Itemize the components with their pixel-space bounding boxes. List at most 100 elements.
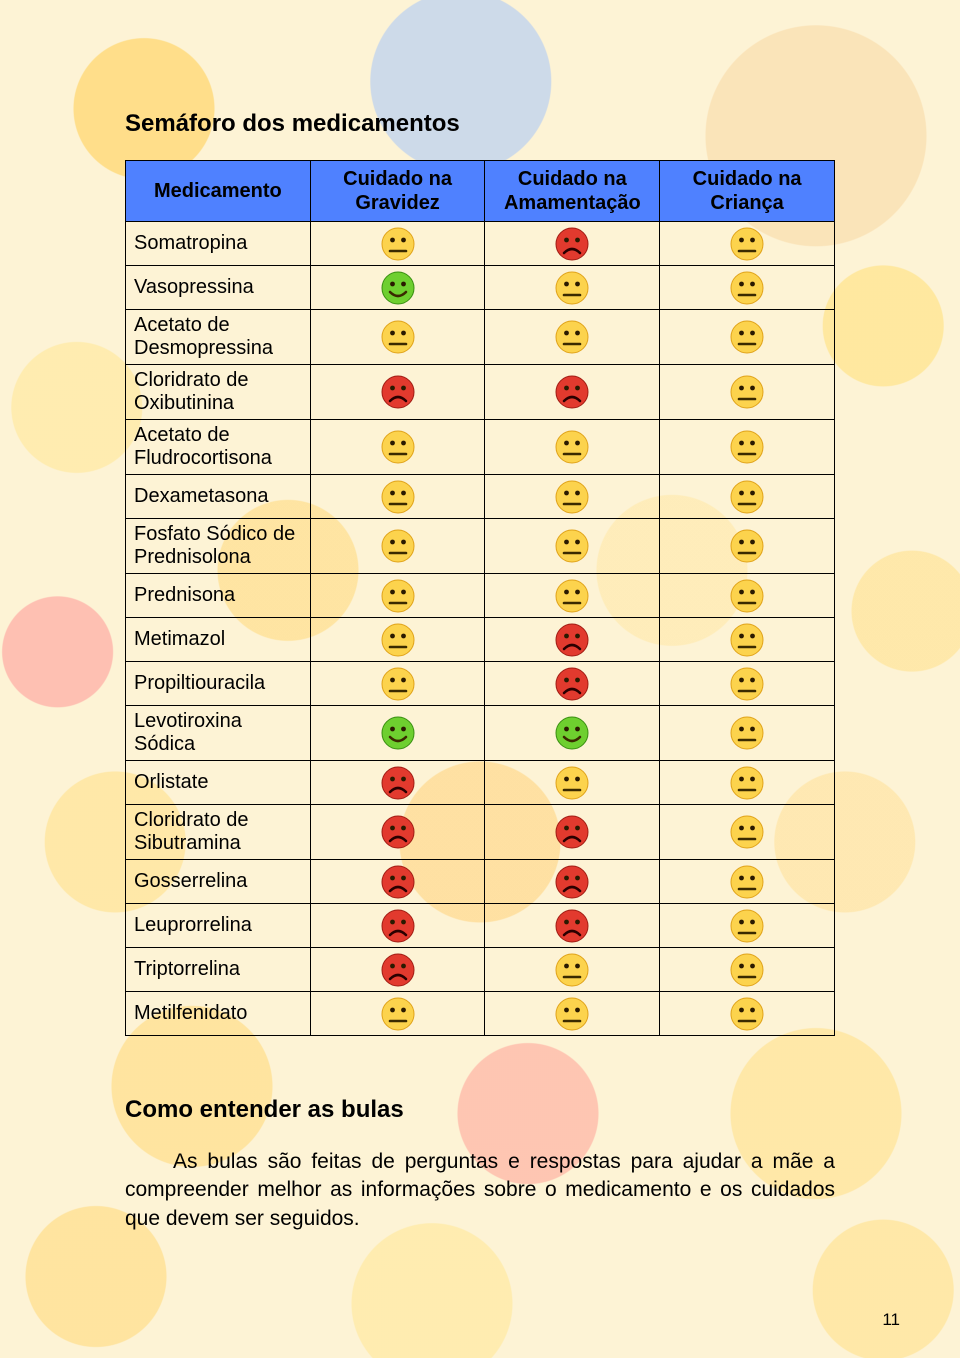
cell-amamentacao [485,222,660,266]
col-medicamento: Medicamento [126,161,311,222]
cell-amamentacao [485,618,660,662]
page-content: Semáforo dos medicamentos Medicamento Cu… [0,0,960,1293]
red-face-icon [555,667,589,701]
med-name: Orlistate [126,761,311,805]
table-row: Triptorrelina [126,948,835,992]
yellow-face-icon [555,430,589,464]
table-row: Leuprorrelina [126,904,835,948]
section-title: Semáforo dos medicamentos [125,110,835,138]
yellow-face-icon [730,766,764,800]
cell-gravidez [310,662,485,706]
cell-crianca [660,266,835,310]
cell-crianca [660,519,835,574]
cell-crianca [660,948,835,992]
yellow-face-icon [730,953,764,987]
cell-crianca [660,310,835,365]
med-name: Somatropina [126,222,311,266]
yellow-face-icon [555,271,589,305]
cell-amamentacao [485,805,660,860]
table-row: Vasopressina [126,266,835,310]
med-name: Propiltiouracila [126,662,311,706]
red-face-icon [381,766,415,800]
table-row: Metimazol [126,618,835,662]
red-face-icon [381,815,415,849]
med-name: Gosserrelina [126,860,311,904]
green-face-icon [381,271,415,305]
cell-gravidez [310,475,485,519]
cell-crianca [660,574,835,618]
yellow-face-icon [730,865,764,899]
table-row: Metilfenidato [126,992,835,1036]
yellow-face-icon [381,667,415,701]
cell-amamentacao [485,662,660,706]
cell-gravidez [310,992,485,1036]
table-row: Levotiroxina Sódica [126,706,835,761]
table-row: Cloridrato de Oxibutinina [126,365,835,420]
red-face-icon [381,375,415,409]
cell-crianca [660,761,835,805]
red-face-icon [555,909,589,943]
yellow-face-icon [381,480,415,514]
med-name: Dexametasona [126,475,311,519]
table-body: Somatropina Vasopressina [126,222,835,1036]
med-name: Cloridrato de Oxibutinina [126,365,311,420]
cell-crianca [660,992,835,1036]
red-face-icon [381,909,415,943]
table-row: Somatropina [126,222,835,266]
red-face-icon [381,953,415,987]
med-name: Triptorrelina [126,948,311,992]
cell-gravidez [310,618,485,662]
green-face-icon [555,716,589,750]
cell-gravidez [310,310,485,365]
yellow-face-icon [381,430,415,464]
yellow-face-icon [730,997,764,1031]
yellow-face-icon [381,623,415,657]
cell-amamentacao [485,860,660,904]
cell-crianca [660,904,835,948]
cell-gravidez [310,706,485,761]
red-face-icon [555,623,589,657]
cell-gravidez [310,574,485,618]
cell-amamentacao [485,761,660,805]
yellow-face-icon [730,815,764,849]
cell-gravidez [310,222,485,266]
med-name: Acetato de Desmopressina [126,310,311,365]
table-row: Prednisona [126,574,835,618]
yellow-face-icon [730,320,764,354]
red-face-icon [381,865,415,899]
yellow-face-icon [555,320,589,354]
yellow-face-icon [555,529,589,563]
med-name: Metimazol [126,618,311,662]
red-face-icon [555,865,589,899]
cell-amamentacao [485,706,660,761]
yellow-face-icon [730,667,764,701]
cell-gravidez [310,904,485,948]
cell-amamentacao [485,266,660,310]
yellow-face-icon [381,529,415,563]
yellow-face-icon [730,579,764,613]
table-row: Acetato de Desmopressina [126,310,835,365]
med-name: Fosfato Sódico de Prednisolona [126,519,311,574]
cell-amamentacao [485,365,660,420]
red-face-icon [555,815,589,849]
cell-gravidez [310,805,485,860]
table-row: Gosserrelina [126,860,835,904]
yellow-face-icon [555,953,589,987]
col-crianca: Cuidado na Criança [660,161,835,222]
yellow-face-icon [730,375,764,409]
cell-crianca [660,222,835,266]
col-gravidez: Cuidado na Gravidez [310,161,485,222]
cell-crianca [660,860,835,904]
med-name: Vasopressina [126,266,311,310]
yellow-face-icon [555,766,589,800]
cell-gravidez [310,948,485,992]
cell-amamentacao [485,420,660,475]
cell-gravidez [310,365,485,420]
cell-amamentacao [485,948,660,992]
yellow-face-icon [730,271,764,305]
cell-amamentacao [485,574,660,618]
yellow-face-icon [381,227,415,261]
cell-gravidez [310,420,485,475]
page-number: 11 [882,1310,900,1330]
cell-gravidez [310,266,485,310]
